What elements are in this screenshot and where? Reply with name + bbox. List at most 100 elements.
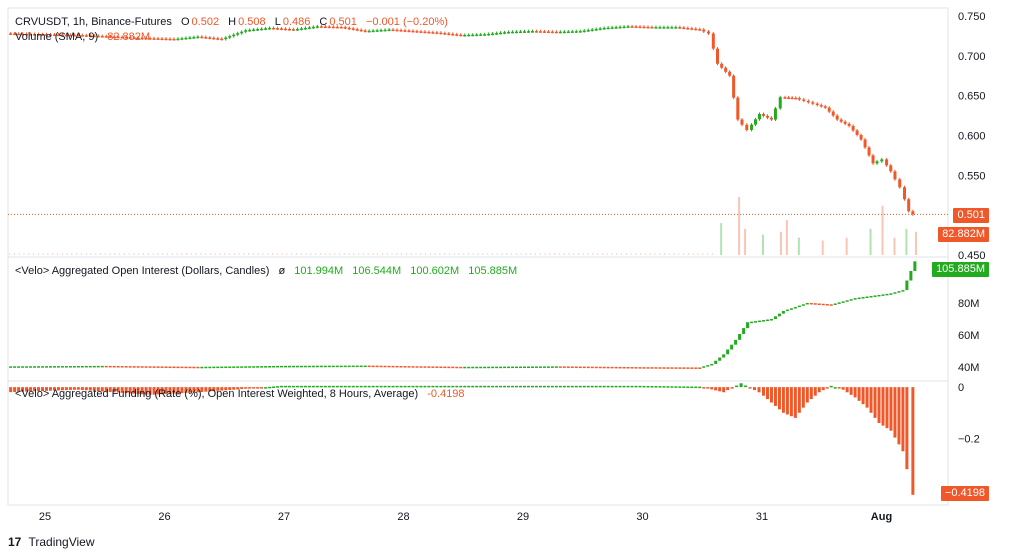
oi-candle <box>244 366 248 368</box>
oi-candle <box>475 366 479 369</box>
funding-bar <box>88 387 92 391</box>
candle <box>682 27 686 30</box>
oi-candle <box>682 367 686 369</box>
volume-label[interactable]: Volume (SMA, 9) <box>15 31 99 43</box>
oi-candle <box>825 304 829 306</box>
funding-bar <box>104 387 108 392</box>
funding-bar <box>889 387 893 431</box>
candle <box>128 37 132 39</box>
funding-bar <box>136 387 140 394</box>
volume-bar <box>66 253 68 255</box>
candle <box>491 33 495 35</box>
oi-candle <box>395 365 399 368</box>
oi-candle <box>526 366 530 368</box>
volume-bar <box>190 253 192 255</box>
volume-bar <box>171 253 173 255</box>
funding-bar <box>618 385 622 388</box>
candle <box>483 34 487 36</box>
funding-bar <box>479 385 483 388</box>
candle <box>343 27 347 29</box>
candle <box>256 29 260 31</box>
candle <box>104 36 108 38</box>
volume-bar <box>315 253 317 255</box>
volume-bar <box>472 253 474 255</box>
candle <box>112 36 116 39</box>
close-label: C <box>319 16 328 28</box>
oi-candle <box>128 366 132 368</box>
funding-bar <box>487 385 491 388</box>
oi-title[interactable]: <Velo> Aggregated Open Interest (Dollars… <box>15 265 270 277</box>
candle <box>642 26 646 29</box>
oi-candle <box>606 366 610 369</box>
oi-candle <box>200 366 204 369</box>
oi-candle <box>411 366 415 368</box>
symbol-label[interactable]: CRVUSDT, 1h, Binance-Futures <box>15 16 172 28</box>
funding-bar <box>391 385 395 388</box>
funding-bar <box>268 386 272 389</box>
oi-candle <box>236 366 240 368</box>
funding-bar <box>534 385 538 388</box>
funding-bar <box>785 387 789 415</box>
volume-bar <box>683 253 685 255</box>
candle <box>871 155 875 164</box>
oi-candle <box>56 366 60 368</box>
funding-bar <box>172 387 176 394</box>
oi-candle <box>718 357 722 361</box>
volume-bar <box>644 253 646 255</box>
funding-bar <box>443 385 447 388</box>
funding-bar <box>873 387 877 418</box>
candle <box>819 104 823 107</box>
volume-bar <box>429 253 431 255</box>
funding-title[interactable]: <Velo> Aggregated Funding (Rate (%), Ope… <box>15 388 419 400</box>
oi-candle <box>773 316 777 319</box>
candle <box>815 103 819 106</box>
volume-bar <box>482 253 484 255</box>
volume-bar <box>654 253 656 255</box>
candle <box>750 124 754 130</box>
candle <box>268 27 272 30</box>
tradingview-brand[interactable]: TradingView <box>28 535 95 549</box>
volume-bar <box>530 253 532 255</box>
candle <box>192 37 196 39</box>
oi-candle <box>706 365 710 367</box>
volume-bar <box>821 240 824 255</box>
oi-candle <box>299 365 303 368</box>
funding-bar <box>546 385 550 388</box>
oi-candle <box>463 366 467 369</box>
candle <box>371 30 375 33</box>
funding-bar <box>578 385 582 388</box>
oi-candle <box>48 366 52 368</box>
volume-bar <box>157 253 159 255</box>
oi-candle <box>287 365 291 368</box>
funding-bar <box>264 387 268 389</box>
funding-bar <box>291 385 295 388</box>
oi-candle <box>913 261 917 271</box>
oi-candle <box>710 363 714 366</box>
oi-candle <box>730 344 734 350</box>
oi-candle <box>885 293 889 296</box>
oi-candle <box>343 365 347 368</box>
oi-candle <box>515 366 519 369</box>
funding-bar <box>295 385 299 388</box>
funding-bar <box>272 386 276 388</box>
funding-bar <box>236 387 240 390</box>
oi-candle <box>72 366 76 368</box>
candle <box>80 35 84 37</box>
funding-bar <box>674 386 678 388</box>
tradingview-logo[interactable]: 17 <box>8 535 22 549</box>
funding-bar <box>706 387 710 389</box>
candle <box>21 33 25 36</box>
oi-candle <box>188 366 192 369</box>
candle <box>415 31 419 33</box>
candle <box>885 159 889 166</box>
volume-bar <box>664 253 666 255</box>
oi-candle <box>542 366 546 368</box>
oi-close: 105.885M <box>468 265 518 277</box>
candle <box>606 27 610 30</box>
volume-bar <box>391 253 393 255</box>
candle <box>100 35 104 38</box>
oi-candle <box>829 304 833 306</box>
funding-bar <box>120 387 124 393</box>
volume-bar <box>673 253 675 255</box>
